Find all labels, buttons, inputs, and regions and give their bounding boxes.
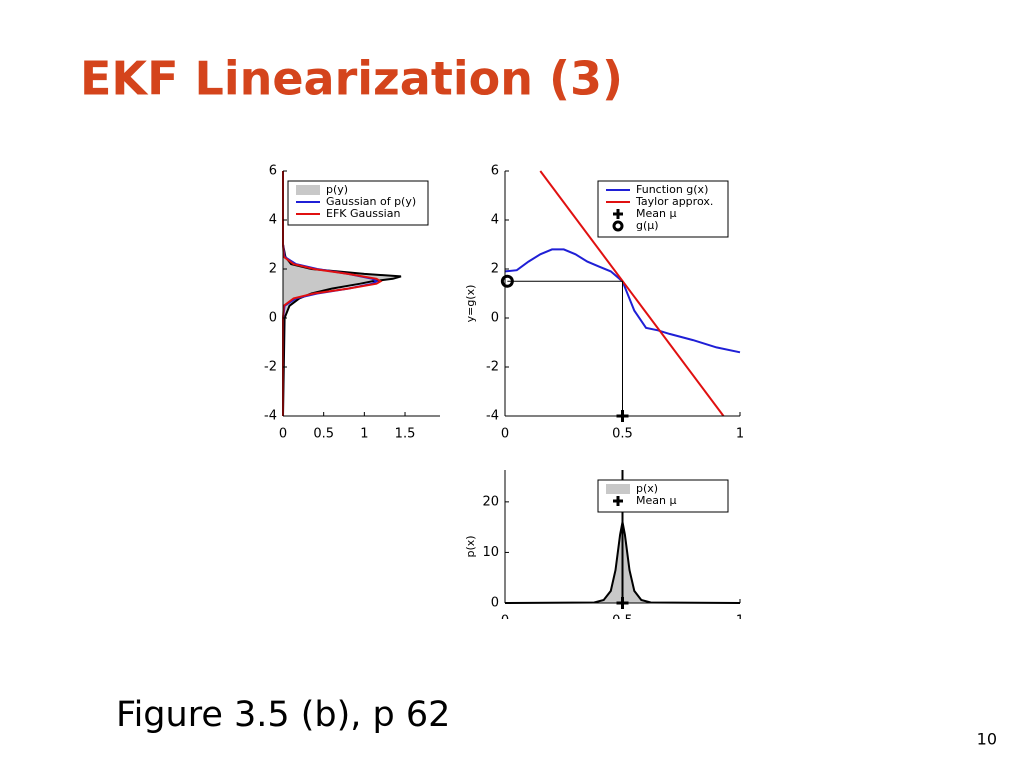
y-tick-label: 20 [482, 494, 499, 509]
y-tick-label: 4 [269, 213, 277, 228]
y-tick-label: 2 [491, 262, 499, 277]
legend-label: Taylor approx. [635, 195, 713, 208]
legend-swatch [613, 209, 623, 219]
legend-label: Mean μ [636, 207, 676, 220]
x-tick-label: 0 [279, 427, 287, 442]
legend-swatch [612, 220, 624, 232]
legend-label: Function g(x) [636, 183, 708, 196]
x-tick-label: 0.5 [313, 427, 334, 442]
y-tick-label: 0 [269, 311, 277, 326]
legend-swatch [296, 185, 320, 195]
legend-label: p(y) [326, 183, 348, 196]
chart-0: -4 -2 0 2 4 6 0 0.5 1 1.5 p(y)Gaussian of p(y)EFK … [264, 164, 440, 442]
y-tick-label: -4 [486, 409, 499, 424]
caption: Figure 3.5 (b), p 62 [116, 695, 450, 735]
y-tick-label: -2 [486, 360, 499, 375]
legend-swatch [606, 484, 630, 494]
legend-label: Gaussian of p(y) [326, 195, 416, 208]
x-tick-label: 0.5 [612, 427, 633, 442]
y-tick-label: -2 [264, 360, 277, 375]
y-tick-label: 10 [482, 545, 499, 560]
legend-swatch [613, 496, 623, 506]
x-tick-label: 1 [360, 427, 368, 442]
crop-mask [440, 619, 770, 659]
x-tick-label: 1.5 [395, 427, 416, 442]
y-tick-label: 0 [491, 596, 499, 611]
y-tick-label: 6 [269, 164, 277, 179]
legend-label: g(μ) [636, 219, 659, 232]
y-tick-label: 6 [491, 164, 499, 179]
y-tick-label: 2 [269, 262, 277, 277]
line [539, 170, 725, 417]
legend-label: p(x) [636, 482, 658, 495]
chart-1: -4 -2 0 2 4 6 0 0.5 1 y=g(x) Function g(x)Taylor a… [464, 164, 744, 442]
x-tick-label: 1 [736, 427, 744, 442]
legend-label: EFK Gaussian [326, 207, 400, 220]
line [504, 248, 741, 354]
slide-title: EKF Linearization (3) [80, 52, 623, 106]
line [282, 171, 383, 416]
y-tick-label: 0 [491, 311, 499, 326]
y-axis-label: p(x) [464, 535, 477, 557]
y-tick-label: -4 [264, 409, 277, 424]
chart-2: 0102000.51p(x)p(x)Mean μ [464, 470, 744, 629]
y-axis-label: y=g(x) [464, 285, 477, 323]
x-tick-label: 0 [501, 427, 509, 442]
legend-label: Mean μ [636, 494, 676, 507]
page-number: 10 [977, 730, 997, 749]
marker-circle [500, 274, 514, 288]
density-area [283, 171, 401, 416]
y-tick-label: 4 [491, 213, 499, 228]
